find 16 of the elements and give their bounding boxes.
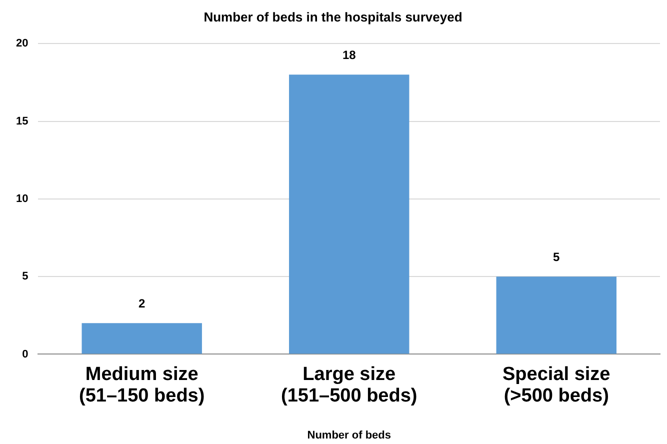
x-tick-label: Medium size (51–150 beds) xyxy=(79,364,205,406)
y-tick-label: 15 xyxy=(16,115,28,128)
bar xyxy=(82,323,202,354)
y-tick-label: 20 xyxy=(16,38,28,50)
y-tick-label: 0 xyxy=(22,348,28,360)
data-label: 18 xyxy=(342,48,356,62)
chart-title: Number of beds in the hospitals surveyed xyxy=(204,9,462,24)
bar xyxy=(289,74,410,354)
y-tick-label: 10 xyxy=(16,192,28,205)
x-axis-title: Number of beds xyxy=(307,429,391,442)
x-tick-label: Large size (151–500 beds) xyxy=(280,364,418,406)
y-tick-label: 5 xyxy=(22,270,28,283)
bar xyxy=(496,276,616,354)
x-tick-label: Special size (>500 beds) xyxy=(502,364,610,406)
data-label: 2 xyxy=(138,296,146,310)
data-label: 5 xyxy=(553,250,560,264)
